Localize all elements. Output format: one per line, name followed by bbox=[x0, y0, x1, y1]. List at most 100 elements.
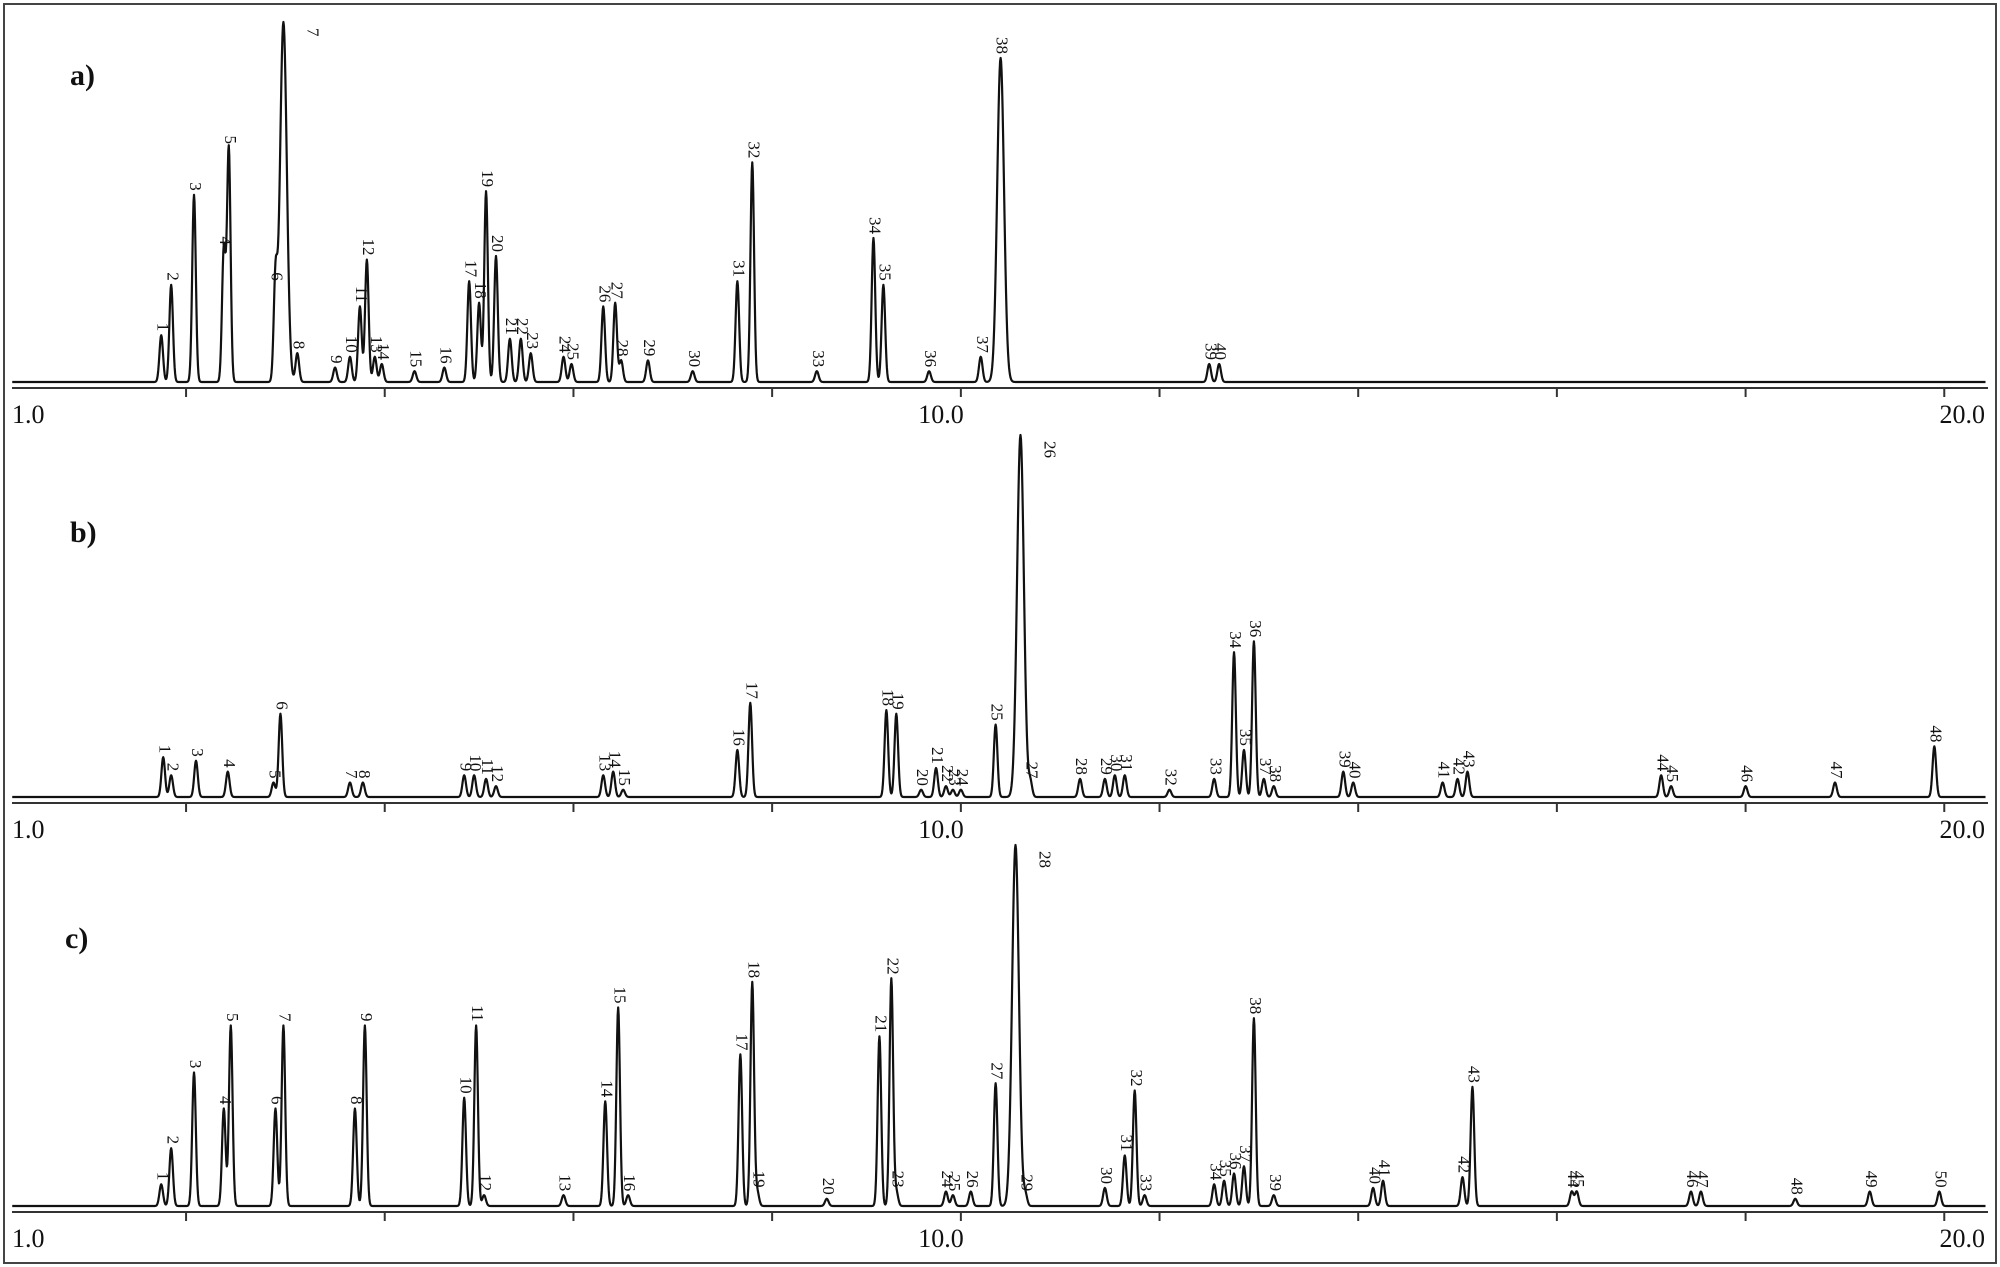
peak-label: 45 bbox=[1569, 1171, 1588, 1188]
trace-line bbox=[11, 843, 1987, 1208]
peak-label: 11 bbox=[352, 286, 371, 302]
peak-label: 50 bbox=[1931, 1171, 1950, 1188]
peak-label: 41 bbox=[1435, 762, 1454, 779]
peak-label: 3 bbox=[188, 748, 207, 757]
peak-label: 7 bbox=[303, 28, 322, 37]
peak-label: 19 bbox=[888, 693, 907, 710]
peak-label: 39 bbox=[1201, 343, 1220, 360]
peak-label: 33 bbox=[1137, 1174, 1156, 1191]
peak-label: 35 bbox=[1216, 1160, 1235, 1177]
peak-label: 7 bbox=[275, 1013, 294, 1022]
peak-label: 4 bbox=[216, 236, 235, 245]
peak-label: 1 bbox=[155, 745, 174, 754]
peak-label: 46 bbox=[1738, 765, 1757, 782]
peak-label: 43 bbox=[1465, 1066, 1484, 1083]
peak-label: 13 bbox=[367, 336, 386, 353]
peak-label: 30 bbox=[685, 350, 704, 367]
peak-label: 34 bbox=[866, 217, 885, 235]
peak-label: 29 bbox=[1018, 1174, 1037, 1191]
peak-label: 26 bbox=[1041, 441, 1060, 458]
peak-label: 10 bbox=[342, 336, 361, 353]
peak-label: 6 bbox=[268, 1096, 287, 1105]
peak-label: 2 bbox=[163, 763, 182, 772]
peak-label: 44 bbox=[1564, 1171, 1583, 1189]
peak-label: 39 bbox=[1335, 751, 1354, 768]
peak-label: 38 bbox=[1266, 765, 1285, 782]
x-tick-label: 10.0 bbox=[918, 400, 964, 429]
peak-label: 10 bbox=[456, 1077, 475, 1094]
peak-label: 22 bbox=[513, 318, 532, 335]
peak-label: 12 bbox=[476, 1174, 495, 1191]
peak-label: 27 bbox=[1022, 762, 1041, 780]
peak-label: 11 bbox=[478, 758, 497, 774]
peak-label: 31 bbox=[1117, 1134, 1136, 1151]
peak-label: 37 bbox=[1236, 1145, 1255, 1163]
x-tick-label: 1.0 bbox=[12, 1224, 45, 1253]
peak-label: 33 bbox=[1206, 758, 1225, 775]
peak-label: 20 bbox=[819, 1178, 838, 1195]
peak-label: 35 bbox=[875, 264, 894, 281]
peak-label: 12 bbox=[359, 239, 378, 256]
figure-frame bbox=[3, 3, 1997, 1264]
peak-label: 9 bbox=[327, 355, 346, 364]
peak-label: 38 bbox=[993, 37, 1012, 54]
peak-label: 30 bbox=[1107, 754, 1126, 771]
peak-label: 48 bbox=[1926, 725, 1945, 742]
x-tick-label: 20.0 bbox=[1940, 1224, 1986, 1253]
peak-label: 18 bbox=[471, 282, 490, 299]
trace-line bbox=[11, 20, 1987, 384]
peak-label: 42 bbox=[1450, 758, 1469, 775]
peak-label: 10 bbox=[466, 754, 485, 771]
peak-label: 24 bbox=[938, 1171, 957, 1189]
peak-label: 17 bbox=[461, 260, 480, 278]
peak-label: 22 bbox=[938, 765, 957, 782]
peak-label: 6 bbox=[268, 272, 287, 281]
peak-label: 26 bbox=[963, 1171, 982, 1188]
peak-label: 37 bbox=[1256, 758, 1275, 776]
peak-label: 28 bbox=[613, 339, 632, 356]
peak-label: 18 bbox=[878, 689, 897, 706]
peak-label: 2 bbox=[163, 1136, 182, 1145]
peak-label: 23 bbox=[945, 769, 964, 786]
peak-label: 8 bbox=[355, 770, 374, 779]
peak-label: 15 bbox=[407, 350, 426, 367]
peak-label: 15 bbox=[610, 986, 629, 1003]
peak-label: 34 bbox=[1206, 1163, 1225, 1181]
peak-label: 24 bbox=[556, 336, 575, 354]
peak-label: 36 bbox=[921, 350, 940, 367]
peak-label: 17 bbox=[742, 682, 761, 700]
peak-label: 5 bbox=[266, 770, 285, 779]
peak-label: 32 bbox=[1127, 1070, 1146, 1087]
peak-label: 19 bbox=[478, 170, 497, 187]
peak-label: 28 bbox=[1072, 758, 1091, 775]
peak-label: 11 bbox=[468, 1005, 487, 1021]
peak-label: 9 bbox=[456, 763, 475, 772]
peak-label: 19 bbox=[749, 1171, 768, 1188]
peak-label: 32 bbox=[1162, 769, 1181, 786]
peak-label: 20 bbox=[913, 769, 932, 786]
peak-label: 37 bbox=[973, 336, 992, 354]
panel-label: b) bbox=[70, 516, 97, 549]
peak-label: 21 bbox=[871, 1015, 890, 1032]
peak-label: 40 bbox=[1365, 1167, 1384, 1184]
peak-label: 34 bbox=[1226, 631, 1245, 649]
x-tick-label: 1.0 bbox=[12, 815, 45, 844]
peak-label: 30 bbox=[1097, 1167, 1116, 1184]
peak-label: 45 bbox=[1663, 765, 1682, 782]
panel-label: c) bbox=[65, 922, 88, 955]
peak-label: 3 bbox=[186, 1060, 205, 1069]
peak-label: 38 bbox=[1246, 997, 1265, 1014]
peak-label: 21 bbox=[928, 747, 947, 764]
peak-label: 13 bbox=[556, 1174, 575, 1191]
peak-label: 32 bbox=[744, 141, 763, 158]
peak-label: 47 bbox=[1827, 762, 1846, 780]
peak-label: 29 bbox=[1097, 758, 1116, 775]
peak-label: 16 bbox=[729, 729, 748, 746]
peak-label: 14 bbox=[597, 1080, 616, 1098]
peak-label: 17 bbox=[732, 1033, 751, 1051]
peak-label: 39 bbox=[1266, 1174, 1285, 1191]
peak-label: 3 bbox=[186, 182, 205, 191]
